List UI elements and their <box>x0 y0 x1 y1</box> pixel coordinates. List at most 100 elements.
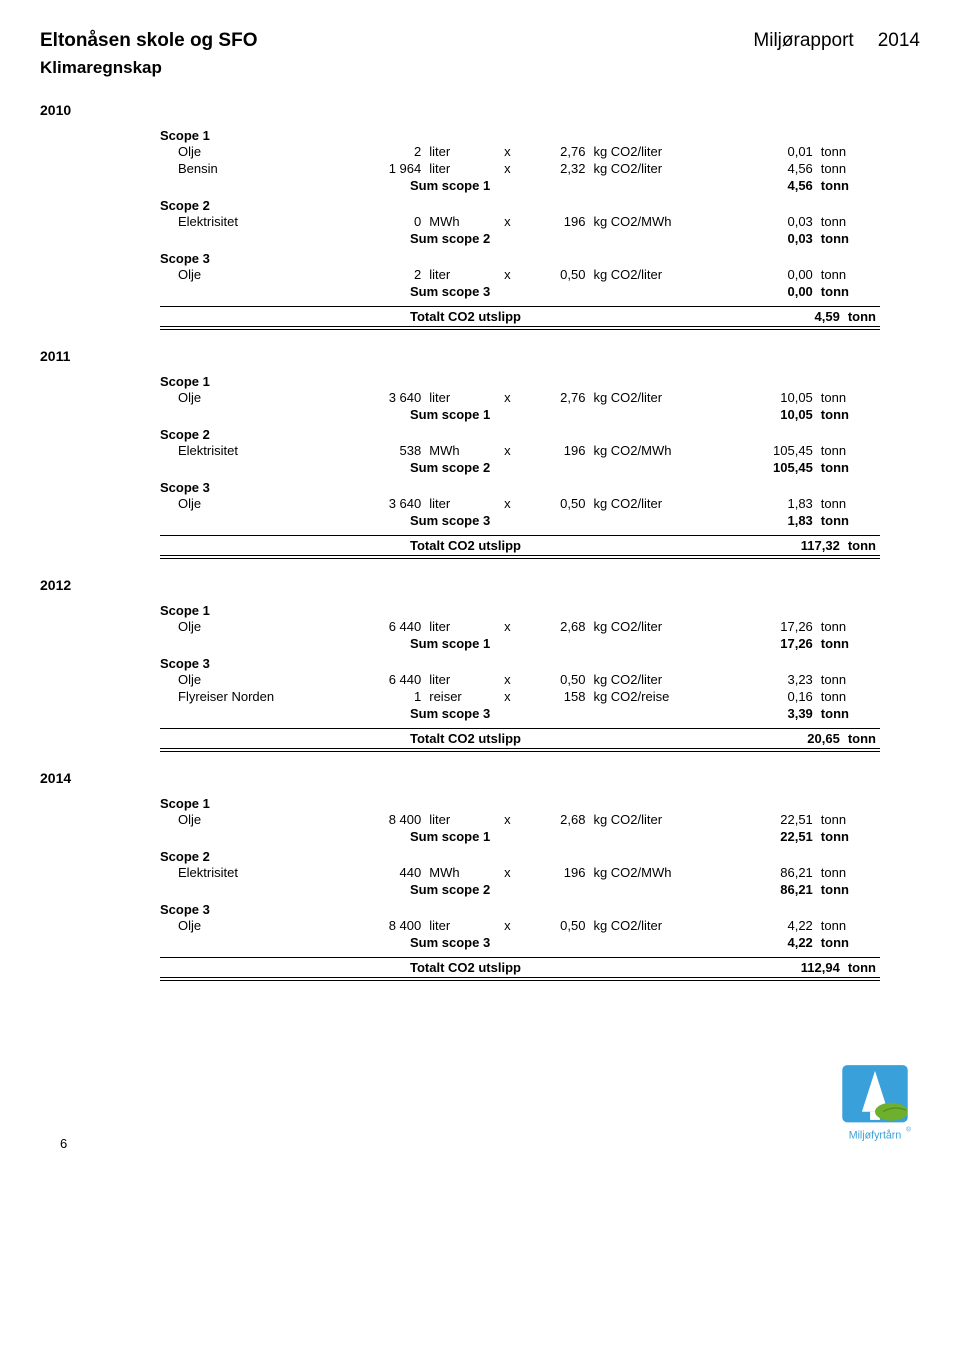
scope-table: Elektrisitet538MWhx196kg CO2/MWh105,45to… <box>160 442 880 476</box>
sum-label: Sum scope 1 <box>160 177 728 194</box>
sum-unit: tonn <box>817 406 880 423</box>
miljofyrtarn-logo: Miljøfyrtårn ® <box>830 1061 920 1151</box>
sum-value: 4,56 <box>728 177 816 194</box>
scope-label: Scope 3 <box>160 656 920 671</box>
total-block: Totalt CO2 utslipp20,65tonn <box>160 728 880 752</box>
factor-unit: kg CO2/liter <box>589 266 728 283</box>
unit-in: liter <box>425 811 488 828</box>
scope-table: Olje8 400literx2,68kg CO2/liter22,51tonn… <box>160 811 880 845</box>
sum-value: 105,45 <box>728 459 816 476</box>
sum-value: 86,21 <box>728 881 816 898</box>
scope-table: Olje6 440literx2,68kg CO2/liter17,26tonn… <box>160 618 880 652</box>
result-value: 105,45 <box>728 442 816 459</box>
sum-unit: tonn <box>817 283 880 300</box>
sum-label: Sum scope 3 <box>160 512 728 529</box>
sum-value: 4,22 <box>728 934 816 951</box>
factor: 2,32 <box>526 160 589 177</box>
table-row: Elektrisitet0MWhx196kg CO2/MWh0,03tonn <box>160 213 880 230</box>
item-name: Olje <box>160 389 349 406</box>
sum-unit: tonn <box>817 512 880 529</box>
item-name: Bensin <box>160 160 349 177</box>
item-name: Olje <box>160 671 349 688</box>
total-block: Totalt CO2 utslipp4,59tonn <box>160 306 880 330</box>
year-block: Scope 1Olje8 400literx2,68kg CO2/liter22… <box>160 796 920 951</box>
total-row: Totalt CO2 utslipp20,65tonn <box>160 728 880 752</box>
sum-value: 22,51 <box>728 828 816 845</box>
result-unit: tonn <box>817 618 880 635</box>
quantity: 2 <box>349 266 425 283</box>
factor: 196 <box>526 442 589 459</box>
item-name: Elektrisitet <box>160 864 349 881</box>
factor-unit: kg CO2/MWh <box>589 864 728 881</box>
result-value: 22,51 <box>728 811 816 828</box>
sum-label: Sum scope 2 <box>160 459 728 476</box>
quantity: 538 <box>349 442 425 459</box>
scope-label: Scope 1 <box>160 796 920 811</box>
item-name: Olje <box>160 811 349 828</box>
item-name: Elektrisitet <box>160 442 349 459</box>
factor-unit: kg CO2/liter <box>589 495 728 512</box>
sum-unit: tonn <box>817 459 880 476</box>
multiply-symbol: x <box>488 495 526 512</box>
sum-label: Sum scope 3 <box>160 283 728 300</box>
unit-in: MWh <box>425 442 488 459</box>
table-row: Olje6 440literx2,68kg CO2/liter17,26tonn <box>160 618 880 635</box>
year-block: Scope 1Olje2literx2,76kg CO2/liter0,01to… <box>160 128 920 300</box>
factor-unit: kg CO2/liter <box>589 143 728 160</box>
quantity: 8 400 <box>349 811 425 828</box>
factor: 0,50 <box>526 671 589 688</box>
scope-label: Scope 1 <box>160 603 920 618</box>
total-label: Totalt CO2 utslipp <box>164 538 521 553</box>
scope-label: Scope 1 <box>160 374 920 389</box>
sum-label: Sum scope 1 <box>160 406 728 423</box>
scope-label: Scope 2 <box>160 427 920 442</box>
quantity: 3 640 <box>349 495 425 512</box>
sum-unit: tonn <box>817 828 880 845</box>
page-header: Eltonåsen skole og SFO Miljørapport 2014 <box>40 30 920 52</box>
factor-unit: kg CO2/liter <box>589 917 728 934</box>
quantity: 3 640 <box>349 389 425 406</box>
result-value: 3,23 <box>728 671 816 688</box>
total-block: Totalt CO2 utslipp117,32tonn <box>160 535 880 559</box>
year-label: 2010 <box>40 102 920 118</box>
quantity: 440 <box>349 864 425 881</box>
sum-row: Sum scope 110,05tonn <box>160 406 880 423</box>
table-row: Olje3 640literx0,50kg CO2/liter1,83tonn <box>160 495 880 512</box>
sum-value: 1,83 <box>728 512 816 529</box>
factor-unit: kg CO2/liter <box>589 811 728 828</box>
sum-unit: tonn <box>817 230 880 247</box>
result-value: 17,26 <box>728 618 816 635</box>
table-row: Olje2literx0,50kg CO2/liter0,00tonn <box>160 266 880 283</box>
result-unit: tonn <box>817 213 880 230</box>
report-year: 2014 <box>878 30 920 52</box>
total-row: Totalt CO2 utslipp117,32tonn <box>160 535 880 559</box>
result-unit: tonn <box>817 688 880 705</box>
sum-row: Sum scope 34,22tonn <box>160 934 880 951</box>
factor: 2,68 <box>526 618 589 635</box>
sum-row: Sum scope 20,03tonn <box>160 230 880 247</box>
year-label: 2014 <box>40 770 920 786</box>
result-unit: tonn <box>817 266 880 283</box>
sum-label: Sum scope 2 <box>160 230 728 247</box>
quantity: 8 400 <box>349 917 425 934</box>
factor: 2,76 <box>526 389 589 406</box>
result-value: 4,22 <box>728 917 816 934</box>
multiply-symbol: x <box>488 811 526 828</box>
multiply-symbol: x <box>488 266 526 283</box>
scope-label: Scope 3 <box>160 480 920 495</box>
table-row: Elektrisitet538MWhx196kg CO2/MWh105,45to… <box>160 442 880 459</box>
result-value: 1,83 <box>728 495 816 512</box>
factor: 158 <box>526 688 589 705</box>
org-title: Eltonåsen skole og SFO <box>40 30 258 52</box>
years-container: 2010Scope 1Olje2literx2,76kg CO2/liter0,… <box>40 102 920 981</box>
item-name: Elektrisitet <box>160 213 349 230</box>
result-unit: tonn <box>817 495 880 512</box>
year-label: 2012 <box>40 577 920 593</box>
factor: 0,50 <box>526 917 589 934</box>
total-row: Totalt CO2 utslipp112,94tonn <box>160 957 880 981</box>
unit-in: liter <box>425 143 488 160</box>
multiply-symbol: x <box>488 864 526 881</box>
scope-table: Olje2literx0,50kg CO2/liter0,00tonnSum s… <box>160 266 880 300</box>
multiply-symbol: x <box>488 213 526 230</box>
result-value: 0,01 <box>728 143 816 160</box>
